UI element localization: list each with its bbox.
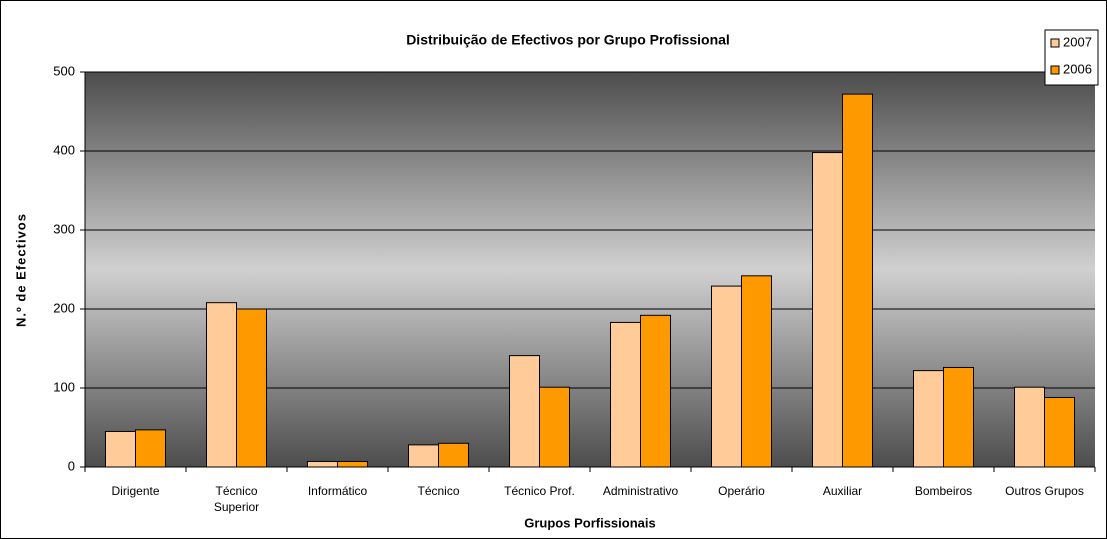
- bar: [408, 444, 439, 468]
- bar: [640, 314, 671, 468]
- y-tick-label: 500: [53, 63, 75, 78]
- y-axis-label: N.º de Efectivos: [13, 213, 28, 327]
- x-tick-label: Dirigente: [111, 484, 160, 498]
- legend-label: 2006: [1063, 61, 1092, 76]
- bar: [711, 285, 742, 468]
- y-tick-label: 300: [53, 221, 75, 236]
- chart-title: Distribuição de Efectivos por Grupo Prof…: [406, 32, 730, 48]
- x-tick-label: Operário: [718, 484, 765, 498]
- bar: [135, 429, 166, 468]
- bar: [307, 460, 338, 468]
- x-tick-label: Auxiliar: [822, 484, 863, 498]
- bar: [943, 366, 974, 468]
- bar: [812, 152, 843, 468]
- legend-swatch: [1050, 65, 1060, 75]
- y-tick-label: 400: [53, 142, 75, 157]
- bar: [539, 386, 570, 468]
- bar: [236, 308, 267, 468]
- bar: [438, 442, 469, 468]
- bar: [741, 275, 772, 468]
- bar: [105, 430, 136, 468]
- bar: [1014, 386, 1045, 468]
- legend-swatch: [1050, 38, 1060, 48]
- bar: [1044, 396, 1075, 468]
- bar: [509, 355, 540, 468]
- bar: [913, 370, 944, 468]
- y-tick-label: 100: [53, 379, 75, 394]
- x-tick-label: Administrativo: [602, 484, 679, 498]
- y-tick-label: 200: [53, 300, 75, 315]
- x-axis-label: Grupos Porfissionais: [524, 515, 655, 530]
- x-tick-label: Bombeiros: [914, 484, 973, 498]
- x-tick-label: Outros Grupos: [1005, 484, 1084, 498]
- x-tick-label: Técnico Superior: [213, 484, 260, 514]
- bar: [842, 93, 873, 468]
- bar: [337, 460, 368, 468]
- x-tick-label: Informático: [307, 484, 368, 498]
- y-tick-label: 0: [68, 458, 75, 473]
- bar: [206, 302, 237, 468]
- x-tick-label: Técnico: [417, 484, 460, 498]
- bar: [610, 321, 641, 468]
- x-tick-label: Técnico Prof.: [504, 484, 575, 498]
- legend-label: 2007: [1063, 34, 1092, 49]
